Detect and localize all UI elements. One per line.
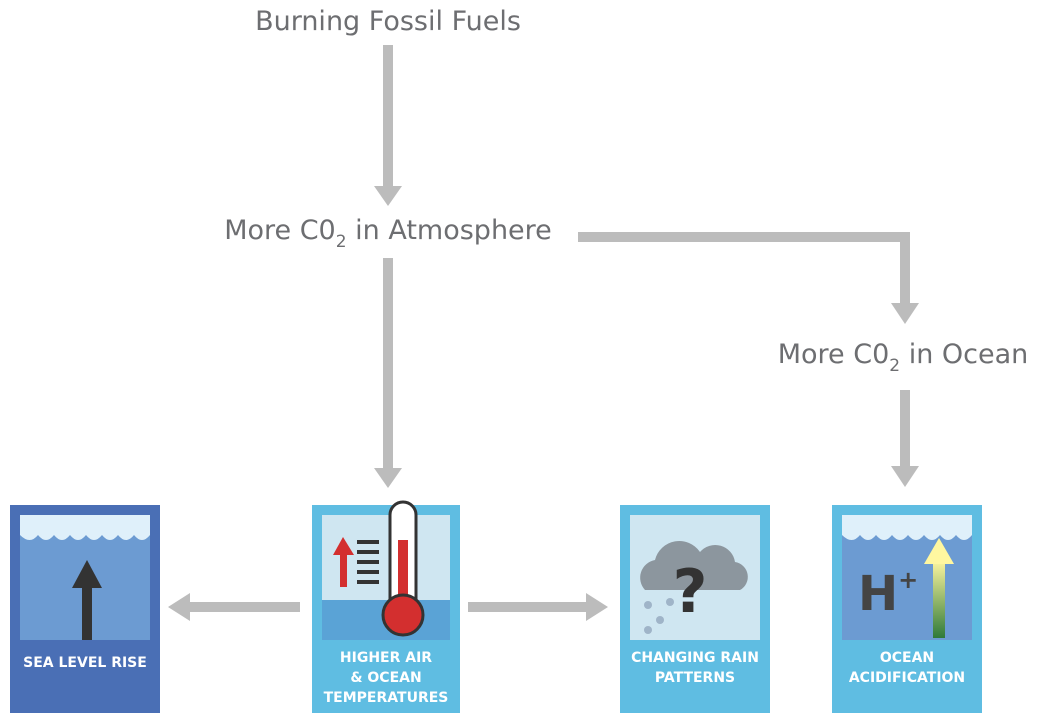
subscript: 2 <box>336 232 347 252</box>
node-text: More C0 <box>778 339 890 370</box>
icon-letter: H <box>858 566 898 622</box>
card-rain: ? <box>620 505 770 713</box>
card-label: & OCEAN <box>350 670 421 686</box>
card-label: ACIDIFICATION <box>849 670 965 686</box>
node-text: More C0 <box>224 215 336 246</box>
card-label: SEA LEVEL RISE <box>23 655 147 671</box>
node-ocean: More C02 in Ocean <box>778 339 1029 376</box>
card-label: HIGHER AIR <box>340 650 432 666</box>
card-label: PATTERNS <box>655 670 735 686</box>
node-text: in Ocean <box>900 339 1028 370</box>
card-label: CHANGING RAIN <box>631 650 759 666</box>
card-temp <box>312 500 460 713</box>
icon-text: ? <box>673 557 708 627</box>
arrows <box>168 45 919 621</box>
node-atmosphere: More C02 in Atmosphere <box>224 215 552 252</box>
node-text: in Atmosphere <box>347 215 552 246</box>
node-fossil: Burning Fossil Fuels <box>255 6 521 37</box>
node-text: Burning Fossil Fuels <box>255 6 521 37</box>
card-label: TEMPERATURES <box>324 690 449 706</box>
card-label: OCEAN <box>880 650 934 666</box>
card-labels: SEA LEVEL RISE HIGHER AIR & OCEAN TEMPERATU… <box>23 650 965 706</box>
card-acid: H+ <box>832 505 982 713</box>
icon-text: H+ <box>858 566 918 622</box>
icon-sup: + <box>898 566 918 594</box>
card-sea <box>10 505 160 713</box>
subscript: 2 <box>889 356 900 376</box>
